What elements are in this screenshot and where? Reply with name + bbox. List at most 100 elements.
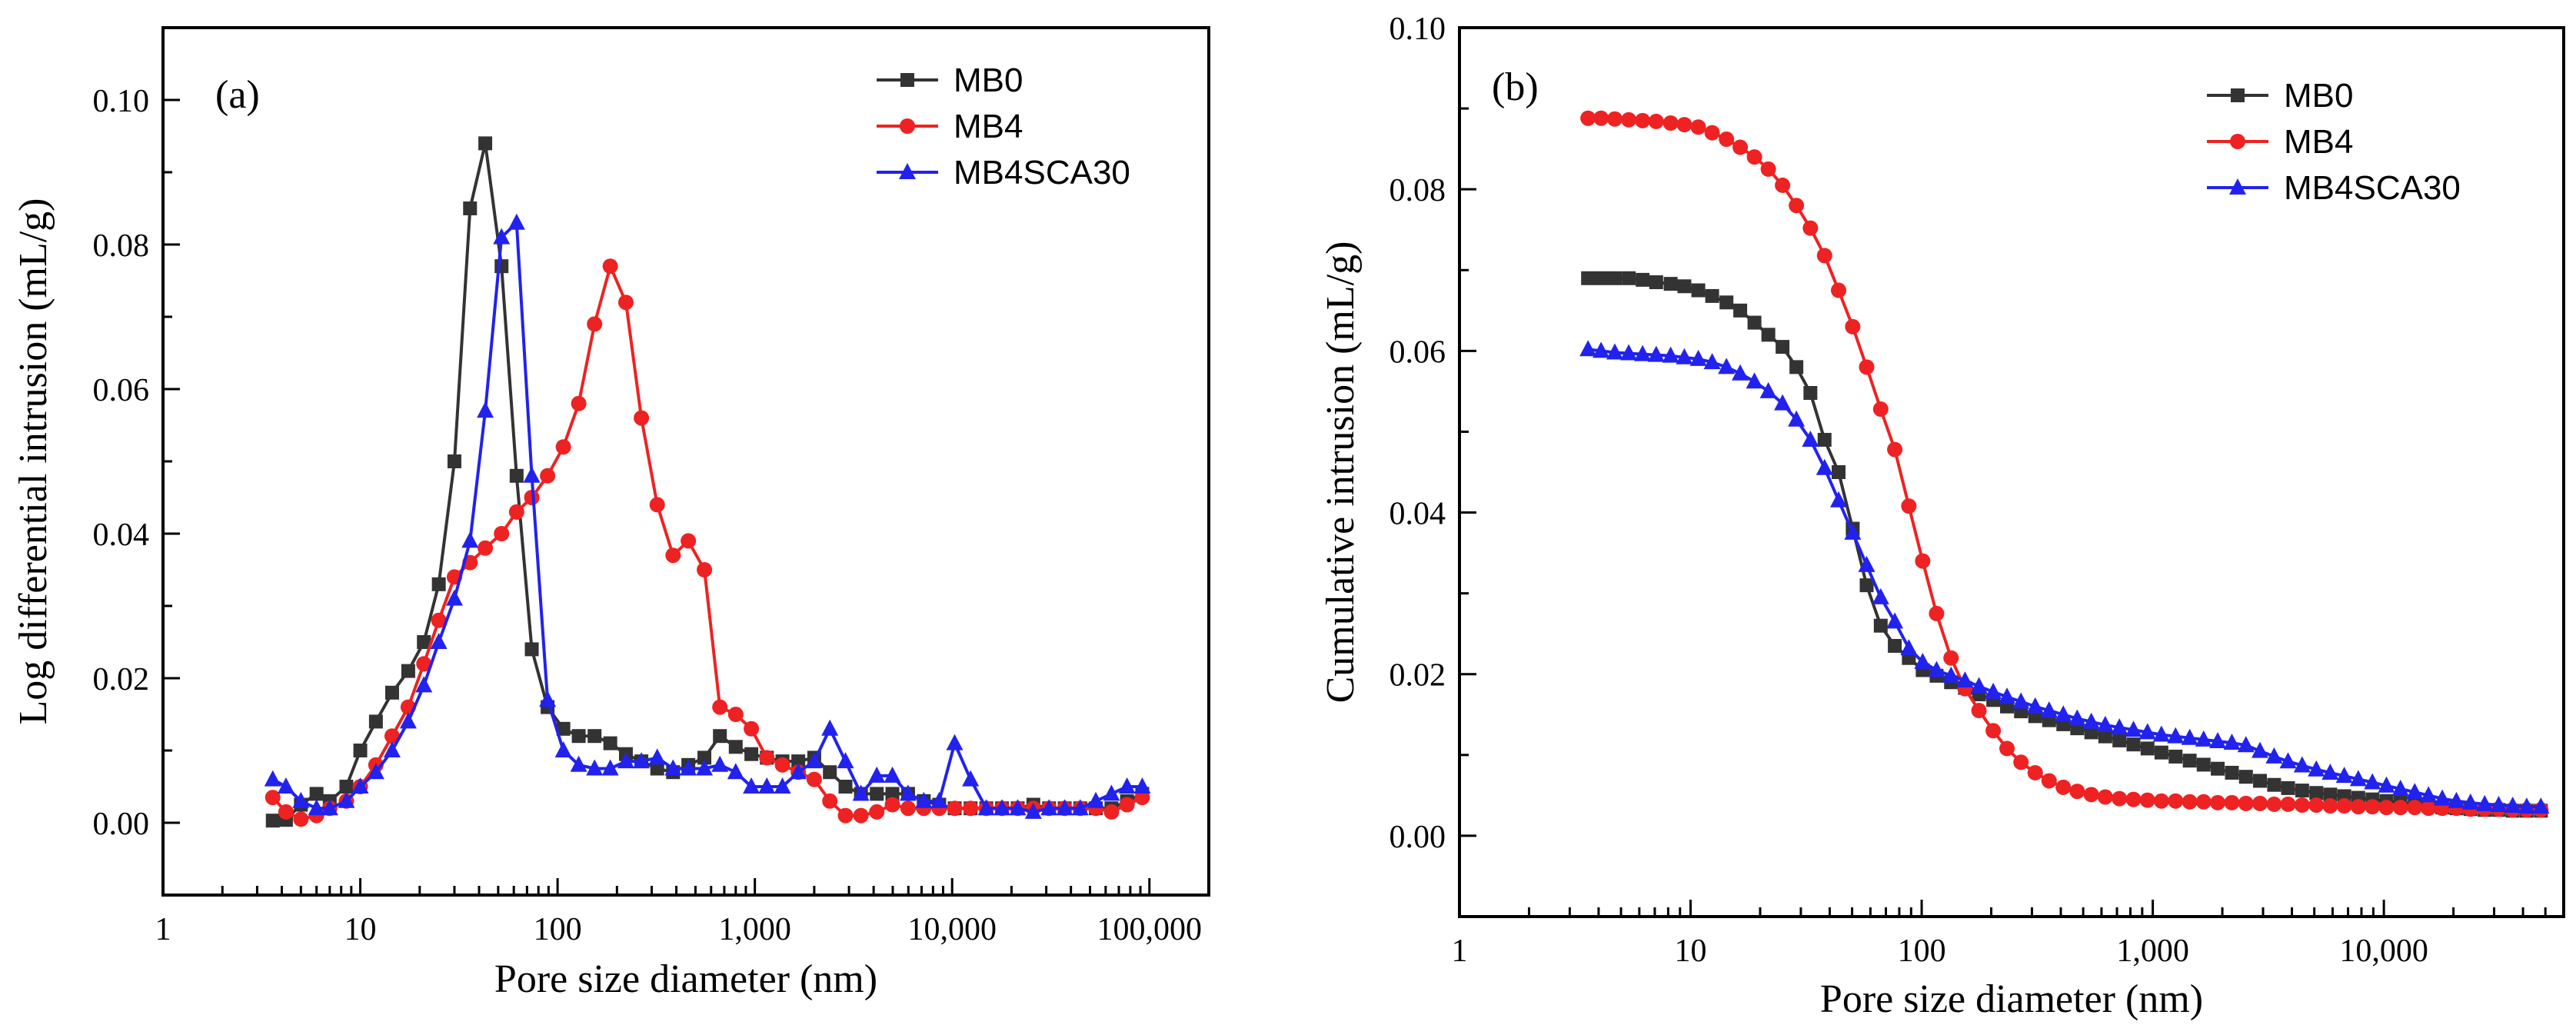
data-point-MB4SCA30 (1999, 687, 2016, 704)
data-point-MB4 (634, 410, 650, 426)
data-point-MB0 (650, 761, 664, 776)
data-point-MB4SCA30 (1579, 340, 1597, 357)
data-point-MB4SCA30 (601, 759, 619, 776)
data-point-MB0 (1733, 303, 1748, 318)
data-point-MB4 (963, 800, 979, 817)
data-point-MB4 (1704, 125, 1720, 141)
data-point-MB0 (368, 714, 383, 729)
data-point-MB4SCA30 (946, 734, 964, 750)
data-point-MB0 (2154, 745, 2168, 760)
data-point-MB4SCA30 (930, 791, 948, 808)
data-point-MB0 (587, 729, 602, 744)
y-tick-label: 0.04 (93, 518, 150, 553)
data-point-MB4SCA30 (1956, 671, 1974, 688)
data-point-MB4 (1943, 650, 1959, 666)
data-point-MB4SCA30 (1914, 652, 1932, 669)
x-tick-label: 1 (1452, 933, 1468, 969)
data-point-MB4SCA30 (977, 799, 995, 816)
data-point-MB4 (540, 468, 556, 484)
data-point-MB4SCA30 (1634, 344, 1652, 361)
y-tick-label: 0.10 (93, 84, 150, 119)
data-point-MB4 (853, 807, 869, 824)
data-point-MB4SCA30 (1774, 394, 1792, 411)
data-point-MB0 (2098, 729, 2112, 744)
y-tick-label: 0.06 (93, 373, 150, 408)
data-point-MB4 (2153, 793, 2169, 809)
data-point-MB4 (1971, 703, 1987, 719)
data-point-MB4SCA30 (2293, 756, 2311, 773)
data-point-MB4SCA30 (2195, 730, 2212, 747)
data-point-MB0 (463, 201, 478, 215)
data-point-MB4SCA30 (2349, 770, 2367, 787)
data-point-MB4 (1103, 804, 1120, 820)
data-point-MB4 (431, 612, 447, 628)
data-point-MB0 (1776, 340, 1790, 354)
legend-marker-MB0 (2231, 88, 2245, 102)
data-point-MB4 (2195, 794, 2212, 810)
data-point-MB0 (823, 765, 837, 780)
data-point-MB4 (2125, 791, 2142, 807)
data-point-MB4SCA30 (2237, 736, 2255, 753)
data-point-MB0 (265, 814, 280, 828)
data-point-MB4SCA30 (2490, 795, 2508, 812)
data-point-MB4 (1690, 119, 1706, 135)
legend-marker-MB4 (2230, 134, 2245, 149)
data-point-MB4SCA30 (1087, 791, 1105, 808)
data-point-MB0 (603, 736, 617, 750)
data-point-MB4 (555, 439, 571, 455)
data-point-MB4SCA30 (2461, 793, 2479, 810)
data-point-MB4 (2322, 798, 2338, 814)
data-point-MB0 (2309, 786, 2324, 800)
data-point-MB4SCA30 (1802, 430, 1819, 447)
data-point-MB0 (1747, 315, 1762, 330)
data-point-MB4SCA30 (1071, 799, 1089, 816)
data-point-MB4SCA30 (2012, 692, 2030, 709)
data-point-MB4SCA30 (1746, 372, 1763, 389)
data-point-MB4 (712, 699, 728, 715)
data-point-MB0 (571, 729, 586, 744)
data-point-MB0 (384, 685, 399, 700)
data-point-MB4 (2392, 800, 2408, 816)
y-tick-label: 0.02 (93, 662, 150, 697)
data-point-MB4SCA30 (2321, 763, 2339, 780)
data-point-MB4SCA30 (554, 741, 572, 757)
data-point-MB4 (1845, 318, 1861, 334)
panel-b-ticks: 1 10 100 1,000 10,000 0.00 0.02 0.04 0.06 0.08 0.1… (1390, 12, 2565, 969)
data-point-MB0 (1803, 386, 1818, 401)
data-point-MB4SCA30 (430, 633, 448, 649)
data-point-MB4SCA30 (2055, 705, 2072, 722)
data-point-MB4SCA30 (586, 759, 604, 776)
data-point-MB4SCA30 (617, 752, 634, 769)
data-point-MB4 (2097, 789, 2113, 805)
data-point-MB4SCA30 (2308, 760, 2325, 777)
data-point-MB0 (870, 787, 884, 801)
data-point-MB4SCA30 (570, 755, 587, 772)
data-point-MB4SCA30 (805, 752, 823, 769)
data-point-MB4SCA30 (264, 770, 281, 787)
data-point-MB0 (1789, 360, 1804, 374)
data-point-MB4 (602, 258, 618, 275)
y-tick-label: 0.04 (1390, 497, 1446, 532)
data-point-MB4 (1648, 113, 1664, 129)
data-point-MB4 (806, 771, 822, 787)
data-point-MB4 (884, 797, 900, 813)
data-point-MB4SCA30 (696, 759, 714, 776)
data-point-MB4 (2266, 796, 2282, 812)
data-point-MB4SCA30 (1732, 364, 1749, 381)
data-point-MB4 (478, 540, 494, 556)
data-point-MB4 (2055, 779, 2072, 795)
data-point-MB4SCA30 (648, 748, 666, 765)
data-point-MB0 (2211, 761, 2225, 776)
data-point-MB0 (1677, 279, 1692, 294)
data-point-MB0 (2253, 774, 2268, 788)
data-point-MB4SCA30 (837, 752, 854, 769)
data-point-MB4SCA30 (2265, 747, 2283, 764)
data-point-MB4SCA30 (899, 784, 917, 801)
data-point-MB4SCA30 (383, 741, 401, 757)
data-point-MB4SCA30 (1872, 587, 1889, 604)
data-point-MB4SCA30 (727, 763, 744, 780)
y-tick-label: 0.00 (93, 807, 150, 842)
x-tick-label: 10,000 (2339, 933, 2428, 969)
data-point-MB4SCA30 (1593, 341, 1610, 358)
